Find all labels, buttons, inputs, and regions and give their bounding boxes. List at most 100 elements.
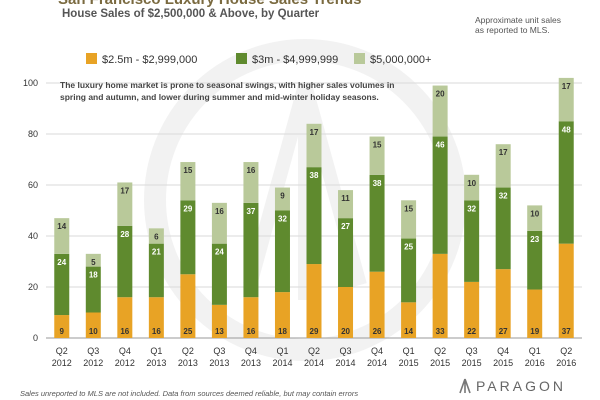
- x-tick-label-year: 2015: [399, 358, 419, 368]
- bar-segment: [274, 292, 290, 338]
- bar-segment: [243, 297, 259, 338]
- bar-segment: [180, 274, 196, 338]
- x-tick-label-quarter: Q1: [529, 346, 541, 356]
- data-label: 17: [562, 82, 571, 91]
- x-tick-label-year: 2013: [146, 358, 166, 368]
- data-label: 20: [341, 327, 350, 336]
- data-label: 27: [341, 222, 350, 231]
- data-label: 11: [341, 194, 350, 203]
- bar-segment: [338, 287, 354, 338]
- bar-segment: [117, 297, 133, 338]
- brand-name: PARAGON: [476, 378, 566, 394]
- bar-segment: [464, 200, 480, 282]
- bar-segment: [495, 269, 511, 338]
- data-label: 24: [57, 258, 66, 267]
- x-tick-label-year: 2014: [304, 358, 324, 368]
- x-axis: Q2 2012 Q3 2012 Q4 2012 Q1 2013 Q2 2013 Q3 2013 Q4 20…: [52, 346, 577, 368]
- x-tick-label-quarter: Q2: [182, 346, 194, 356]
- bar-segment: [527, 230, 543, 290]
- bar-segment: [117, 182, 133, 226]
- bar-segment: [211, 243, 227, 305]
- bar-segment: [527, 289, 543, 338]
- annotation-line-2: spring and autumn, and lower during summ…: [60, 92, 379, 102]
- bar-segment: [558, 77, 574, 122]
- x-tick-label-year: 2015: [430, 358, 450, 368]
- x-tick-label-year: 2015: [493, 358, 513, 368]
- bar-segment: [464, 281, 480, 338]
- bar-segment: [148, 228, 164, 244]
- bar-segment: [369, 271, 385, 338]
- x-tick-label-quarter: Q1: [403, 346, 415, 356]
- data-label: 14: [404, 327, 413, 336]
- data-label: 38: [310, 171, 319, 180]
- data-label: 25: [404, 243, 413, 252]
- bar-segment: [495, 144, 511, 188]
- data-label: 16: [215, 207, 224, 216]
- paragon-logo-icon: [459, 378, 471, 394]
- x-tick-label-quarter: Q4: [119, 346, 131, 356]
- data-label: 10: [89, 327, 98, 336]
- bar-segment: [243, 162, 259, 203]
- x-tick-label-year: 2016: [556, 358, 576, 368]
- x-tick-label-quarter: Q3: [213, 346, 225, 356]
- bar-segment: [180, 200, 196, 275]
- bar-segment: [211, 304, 227, 338]
- bar-segment: [211, 202, 227, 244]
- bar-segment: [243, 202, 259, 298]
- source-note: Approximate unit sales as reported to ML…: [475, 15, 561, 35]
- bar-segment: [369, 136, 385, 175]
- y-tick-label: 40: [28, 231, 38, 241]
- y-axis: 0 20 40 60 80 100: [23, 78, 38, 343]
- source-note-line-2: as reported to MLS.: [475, 25, 550, 35]
- bar-segment: [495, 187, 511, 270]
- legend-label: $3m - $4,999,999: [252, 54, 338, 66]
- data-label: 9: [60, 327, 65, 336]
- x-tick-label-year: 2013: [178, 358, 198, 368]
- bar-segment: [432, 85, 448, 137]
- bars: 9 24 14 10 18 5 16 28 17 16 21 6 25 29 15 13 24 16 16 37 16 1…: [54, 77, 574, 338]
- y-tick-label: 100: [23, 78, 38, 88]
- data-label: 5: [91, 258, 96, 267]
- data-label: 28: [120, 230, 129, 239]
- bar-segment: [306, 123, 322, 168]
- data-label: 37: [246, 207, 255, 216]
- data-label: 46: [436, 141, 445, 150]
- x-tick-label-year: 2016: [525, 358, 545, 368]
- bar-segment: [54, 253, 70, 316]
- bar-segment: [85, 312, 101, 338]
- bar-segment: [432, 136, 448, 254]
- x-tick-label-quarter: Q3: [340, 346, 352, 356]
- data-label: 29: [310, 327, 319, 336]
- x-tick-label-quarter: Q2: [56, 346, 68, 356]
- bar-segment: [401, 200, 417, 239]
- bar-segment: [85, 266, 101, 313]
- legend: $2.5m - $2,999,000 $3m - $4,999,999 $5,000…: [86, 53, 431, 66]
- x-tick-label-year: 2014: [336, 358, 356, 368]
- legend-swatch: [236, 53, 247, 64]
- legend-swatch: [354, 53, 365, 64]
- bar-segment: [558, 243, 574, 338]
- data-label: 24: [215, 248, 224, 257]
- data-label: 16: [120, 327, 129, 336]
- y-tick-label: 80: [28, 129, 38, 139]
- bar-segment: [54, 315, 70, 338]
- legend-label: $2.5m - $2,999,000: [102, 54, 197, 66]
- legend-swatch: [86, 53, 97, 64]
- bar-segment: [117, 225, 133, 298]
- source-note-line-1: Approximate unit sales: [475, 15, 561, 25]
- bar-segment: [180, 162, 196, 201]
- bar-segment: [54, 218, 70, 254]
- x-tick-label-quarter: Q3: [87, 346, 99, 356]
- x-tick-label-quarter: Q4: [497, 346, 509, 356]
- bar-segment: [401, 238, 417, 303]
- data-label: 48: [562, 125, 571, 134]
- x-tick-label-quarter: Q2: [308, 346, 320, 356]
- data-label: 18: [278, 327, 287, 336]
- data-label: 32: [278, 215, 287, 224]
- data-label: 17: [120, 186, 129, 195]
- bar-segment: [369, 174, 385, 272]
- data-label: 32: [499, 192, 508, 201]
- chart-title: San Francisco Luxury House Sales Trends: [58, 0, 361, 8]
- data-label: 37: [562, 327, 571, 336]
- bar-segment: [527, 205, 543, 231]
